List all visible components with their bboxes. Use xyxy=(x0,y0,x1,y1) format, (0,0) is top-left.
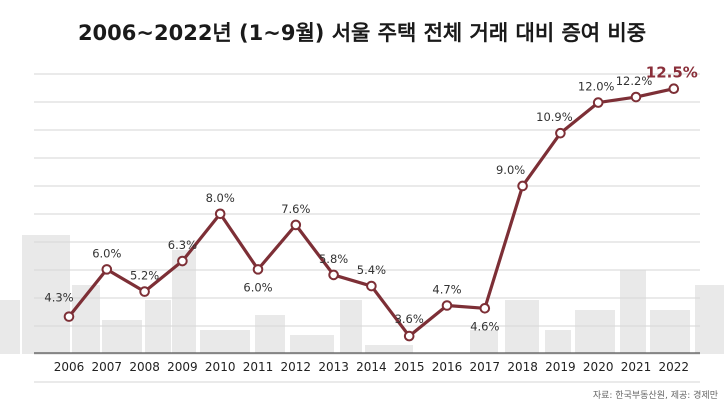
skyline-building xyxy=(255,315,285,354)
data-label: 12.5% xyxy=(646,64,698,82)
data-label: 9.0% xyxy=(496,163,525,177)
x-tick-label: 2014 xyxy=(356,360,387,374)
data-point xyxy=(592,97,604,108)
data-label: 6.0% xyxy=(243,280,272,294)
series-line xyxy=(67,87,675,338)
data-label: 4.3% xyxy=(44,291,73,305)
data-label: 12.2% xyxy=(616,74,653,88)
data-point xyxy=(177,255,188,267)
skyline-building xyxy=(340,300,362,354)
source-note: 자료: 한국부동산원, 제공: 경제만 xyxy=(593,389,718,401)
data-label: 4.6% xyxy=(470,319,499,333)
data-point xyxy=(139,286,150,297)
data-point xyxy=(101,264,113,275)
x-tick-label: 2015 xyxy=(394,360,425,374)
x-tick-label: 2019 xyxy=(545,360,576,374)
data-point xyxy=(214,208,226,220)
data-point xyxy=(668,83,680,94)
data-label: 12.0% xyxy=(578,80,615,94)
x-tick-label: 2007 xyxy=(92,360,123,374)
data-point xyxy=(403,330,415,342)
data-point xyxy=(555,127,566,139)
x-tick-label: 2010 xyxy=(205,360,236,374)
skyline-building xyxy=(620,270,646,354)
data-point xyxy=(252,264,264,275)
x-tick-label: 2017 xyxy=(470,360,501,374)
skyline-building xyxy=(505,300,539,354)
data-label: 3.6% xyxy=(395,312,424,326)
data-label: 5.8% xyxy=(319,252,348,266)
data-point xyxy=(479,302,491,314)
data-point xyxy=(630,91,642,103)
data-point xyxy=(63,311,75,322)
data-point xyxy=(441,300,453,311)
skyline-building xyxy=(545,330,571,354)
skyline-building xyxy=(102,320,142,354)
data-label: 6.3% xyxy=(168,238,197,252)
skyline-building xyxy=(0,300,20,354)
data-label: 6.0% xyxy=(92,246,121,260)
skyline-building xyxy=(365,345,413,354)
skyline-building xyxy=(470,330,498,354)
data-label: 5.2% xyxy=(130,269,159,283)
x-tick-label: 2021 xyxy=(621,360,652,374)
skyline-building xyxy=(575,310,615,354)
data-point xyxy=(366,280,377,292)
data-point xyxy=(290,219,302,231)
data-label: 4.7% xyxy=(432,283,461,297)
chart-gridlines xyxy=(34,73,700,383)
data-label: 7.6% xyxy=(281,202,310,216)
x-tick-label: 2013 xyxy=(318,360,349,374)
x-tick-label: 2008 xyxy=(129,360,160,374)
x-tick-label: 2012 xyxy=(281,360,312,374)
skyline-building xyxy=(145,300,171,354)
data-label: 8.0% xyxy=(206,191,235,205)
data-label: 5.4% xyxy=(357,263,386,277)
x-tick-label: 2016 xyxy=(432,360,463,374)
chart-title: 2006~2022년 (1~9월) 서울 주택 전체 거래 대비 증여 비중 xyxy=(78,21,646,45)
x-tick-label: 2011 xyxy=(243,360,274,374)
x-axis-ticks: 2006 2007 2008 2009 2010 2011 2012 2013 2014 2015… xyxy=(54,360,689,374)
skyline-building xyxy=(695,285,724,354)
x-tick-label: 2020 xyxy=(583,360,614,374)
x-tick-label: 2009 xyxy=(167,360,198,374)
skyline-building xyxy=(200,330,250,354)
x-tick-label: 2022 xyxy=(659,360,690,374)
x-tick-label: 2018 xyxy=(507,360,538,374)
skyline-building xyxy=(650,310,690,354)
data-label: 10.9% xyxy=(536,110,573,124)
skyline-building xyxy=(290,335,334,354)
skyline-building xyxy=(22,235,70,354)
x-tick-label: 2006 xyxy=(54,360,85,374)
data-point xyxy=(517,180,528,192)
data-series: 4.3% 6.0% 5.2% 6.3% 8.0% 6.0% 7.6% 5.8% 5.4% 3.6%… xyxy=(44,64,698,342)
data-point xyxy=(328,269,339,281)
